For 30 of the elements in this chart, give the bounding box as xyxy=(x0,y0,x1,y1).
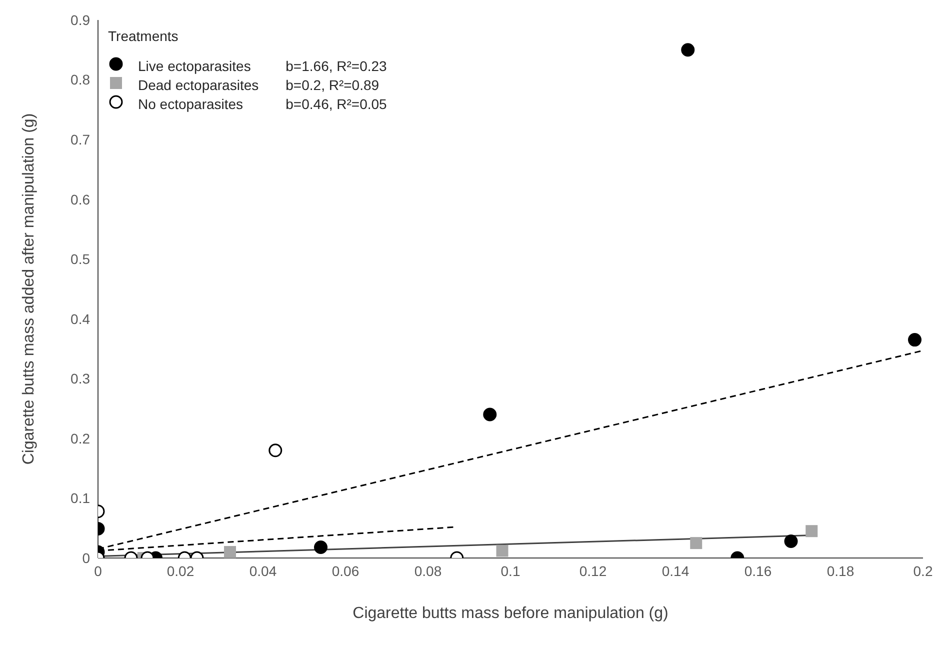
annotation: b=0.2, R²=0.89 xyxy=(286,76,380,92)
legend-title: Treatments xyxy=(108,28,180,44)
x-tick-label: 0.2 xyxy=(913,562,933,579)
y-tick-label: 0.4 xyxy=(70,310,90,327)
y-tick-label: 0.8 xyxy=(70,72,90,88)
y-tick-label: 0.9 xyxy=(70,12,90,28)
x-axis-title: Cigarette butts mass before manipulation (g) xyxy=(352,605,668,622)
x-tick-label: 0.14 xyxy=(662,562,690,579)
y-tick-label: 0.5 xyxy=(70,251,90,268)
y-tick-label: 0.7 xyxy=(70,132,90,148)
x-tick-label: 0.04 xyxy=(249,562,277,579)
y-tick-label: 0.3 xyxy=(70,370,90,387)
y-axis-title: Cigarette butts mass added after manipulation (g) xyxy=(20,113,38,465)
legend-label: Live ectoparasites xyxy=(137,56,252,75)
x-tick-label: 0.02 xyxy=(166,562,194,579)
legend-label: Dead ectoparasites xyxy=(137,76,260,94)
x-tick-label: 0.1 xyxy=(500,562,520,579)
x-tick-label: 0.06 xyxy=(332,562,360,579)
x-tick-label: 0.16 xyxy=(744,562,772,579)
x-tick-label: 0.18 xyxy=(826,562,854,579)
y-tick-label: 0.1 xyxy=(70,490,90,506)
x-tick-label: 0 xyxy=(94,562,102,579)
x-tick-label: 0.08 xyxy=(414,562,442,579)
y-tick-label: 0 xyxy=(82,550,90,566)
annotation: b=1.66, R²=0.23 xyxy=(286,58,387,74)
annotation: b=0.46, R²=0.05 xyxy=(286,96,387,112)
legend-label: No ectoparasites xyxy=(137,94,244,113)
y-tick-label: 0.6 xyxy=(70,191,90,208)
y-tick-label: 0.2 xyxy=(70,430,90,446)
x-tick-label: 0.12 xyxy=(579,562,607,579)
